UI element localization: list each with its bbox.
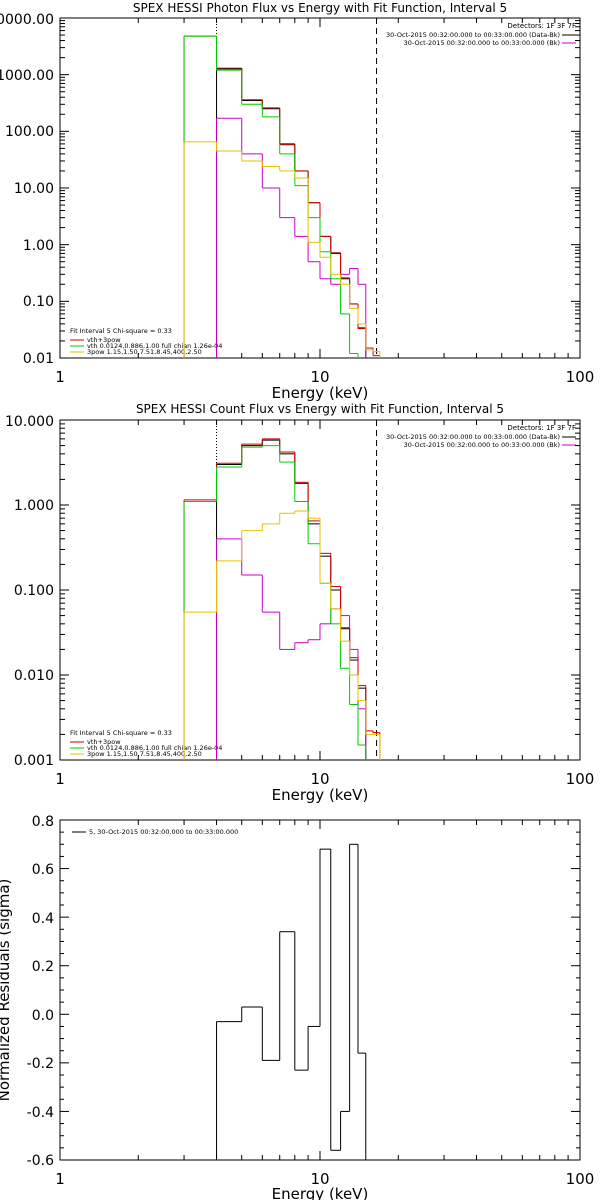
series-5 xyxy=(216,843,367,1160)
residuals-y-tick-0.6: 0.6 xyxy=(32,862,54,878)
count-flux-legend-data-bk: 30-Oct-2015 00:32:00.000 to 00:33:00.000… xyxy=(386,433,560,441)
photon-flux-x-tick-labels: 1 10 100 xyxy=(55,368,594,386)
residuals-y-tick-neg0.6: -0.6 xyxy=(27,1153,54,1169)
photon-flux-top-right-legend: Detectors: 1F 3F 7F 30-Oct-2015 00:32:00… xyxy=(386,22,576,47)
count-flux-fit-header: Fit Interval 5 Chi-square = 0.33 xyxy=(70,729,172,737)
photon-flux-legend-3pow: 3pow 1.15,1.50,7.51,8.45,400,2.50 xyxy=(87,348,202,356)
count-flux-x-axis-label: Energy (keV) xyxy=(272,786,369,804)
count-flux-bottom-left-legend: Fit Interval 5 Chi-square = 0.33 vth+3po… xyxy=(70,729,222,758)
photon-flux-y-tick-0.10: 0.10 xyxy=(23,294,54,310)
photon-flux-y-tick-labels: 0.01 0.10 1.00 10.00 100.00 1000.00 1000… xyxy=(0,12,54,367)
series-data-bk xyxy=(216,67,367,358)
photon-flux-marks xyxy=(59,18,580,359)
residuals-y-axis-label: Normalized Residuals (sigma) xyxy=(0,879,13,1102)
photon-flux-y-tick-10000.00: 10000.00 xyxy=(0,12,54,28)
series-vth xyxy=(183,445,367,760)
count-flux-y-tick-0.100: 0.100 xyxy=(14,583,54,599)
photon-flux-x-tick-1: 1 xyxy=(55,368,65,386)
residuals-x-tick-10: 10 xyxy=(310,1170,329,1188)
photon-flux-x-tick-10: 10 xyxy=(310,368,329,386)
count-flux-y-tick-10.000: 10.000 xyxy=(5,414,54,430)
photon-flux-y-tick-100.00: 100.00 xyxy=(5,124,54,140)
series-vth xyxy=(183,35,359,358)
residuals-x-tick-labels: 1 10 100 xyxy=(55,1170,594,1188)
residuals-y-tick-neg0.4: -0.4 xyxy=(27,1105,54,1121)
series-data-bk xyxy=(216,439,367,760)
residuals-legend-label: 5, 30-Oct-2015 00:32:00.000 to 00:33:00.… xyxy=(89,828,238,836)
photon-flux-x-axis-label: Energy (keV) xyxy=(272,384,369,402)
residuals-marks xyxy=(59,819,580,1161)
series-vth-3pow xyxy=(183,35,381,358)
count-flux-legend-3pow: 3pow 1.15,1.50,7.51,8.45,400,2.50 xyxy=(87,750,202,758)
count-flux-y-tick-0.001: 0.001 xyxy=(14,753,54,769)
count-flux-y-tick-1.000: 1.000 xyxy=(14,498,54,514)
residuals-y-tick-labels: -0.6 -0.4 -0.2 0.0 0.2 0.4 0.6 0.8 xyxy=(27,814,54,1169)
photon-flux-plot-frame xyxy=(59,17,581,359)
count-flux-top-right-legend: Detectors: 1F 3F 7F 30-Oct-2015 00:32:00… xyxy=(386,424,576,449)
count-flux-x-tick-labels: 1 10 100 xyxy=(55,770,594,788)
count-flux-x-tick-10: 10 xyxy=(310,770,329,788)
photon-flux-bottom-left-legend: Fit Interval 5 Chi-square = 0.33 vth+3po… xyxy=(70,327,222,356)
photon-flux-legend-bk: 30-Oct-2015 00:32:00.000 to 00:33:00.000… xyxy=(404,39,560,47)
axis-ticks-1 xyxy=(59,420,580,761)
photon-flux-y-tick-10.00: 10.00 xyxy=(14,181,54,197)
photon-flux-y-tick-1.00: 1.00 xyxy=(23,238,54,254)
count-flux-legend-vth: vth 0.0124,0.886,1.00 full chian 1.26e-0… xyxy=(87,744,222,752)
series-vth-3pow xyxy=(183,438,381,760)
count-flux-y-tick-labels: 0.001 0.010 0.100 1.000 10.000 xyxy=(5,414,54,769)
residuals-y-tick-0.8: 0.8 xyxy=(32,814,54,830)
residuals-panel: 1 10 100 -0.6 -0.4 -0.2 0.0 0.2 0.4 0.6 … xyxy=(0,814,594,1200)
residuals-legend: 5, 30-Oct-2015 00:32:00.000 to 00:33:00.… xyxy=(72,828,238,836)
residuals-y-tick-neg0.2: -0.2 xyxy=(27,1056,54,1072)
series-3pow xyxy=(183,510,381,760)
photon-flux-legend-data-bk: 30-Oct-2015 00:32:00.000 to 00:33:00.000… xyxy=(386,31,560,39)
photon-flux-legend-vth3pow: vth+3pow xyxy=(87,336,121,344)
residuals-x-tick-100: 100 xyxy=(566,1170,595,1188)
residuals-x-tick-1: 1 xyxy=(55,1170,65,1188)
photon-flux-y-tick-1000.00: 1000.00 xyxy=(0,68,54,84)
axis-ticks-2 xyxy=(59,819,580,1161)
count-flux-legend-vth3pow: vth+3pow xyxy=(87,738,121,746)
count-flux-x-tick-1: 1 xyxy=(55,770,65,788)
count-flux-marks xyxy=(59,420,580,761)
count-flux-x-tick-100: 100 xyxy=(566,770,595,788)
count-flux-y-tick-0.010: 0.010 xyxy=(14,668,54,684)
photon-flux-x-tick-100: 100 xyxy=(566,368,595,386)
residuals-y-tick-0.4: 0.4 xyxy=(32,911,54,927)
count-flux-legend-bk: 30-Oct-2015 00:32:00.000 to 00:33:00.000… xyxy=(404,441,560,449)
residuals-y-tick-0.2: 0.2 xyxy=(32,959,54,975)
count-flux-detectors-label: Detectors: 1F 3F 7F xyxy=(507,424,576,432)
photon-flux-detectors-label: Detectors: 1F 3F 7F xyxy=(507,22,576,30)
series-bk xyxy=(216,538,367,760)
photon-flux-y-tick-0.01: 0.01 xyxy=(23,351,54,367)
residuals-x-axis-label: Energy (keV) xyxy=(272,1185,369,1200)
residuals-y-tick-0.0: 0.0 xyxy=(32,1008,54,1024)
photon-flux-panel: SPEX HESSI Photon Flux vs Energy with Fi… xyxy=(0,1,594,402)
photon-flux-fit-header: Fit Interval 5 Chi-square = 0.33 xyxy=(70,327,172,335)
photon-flux-title: SPEX HESSI Photon Flux vs Energy with Fi… xyxy=(133,1,507,15)
count-flux-panel: SPEX HESSI Count Flux vs Energy with Fit… xyxy=(5,402,594,804)
series-3pow xyxy=(183,141,381,358)
count-flux-plot-frame xyxy=(59,419,581,761)
axis-ticks-0 xyxy=(59,18,580,359)
count-flux-title: SPEX HESSI Count Flux vs Energy with Fit… xyxy=(136,402,504,416)
photon-flux-legend-vth: vth 0.0124,0.886,1.00 full chian 1.26e-0… xyxy=(87,342,222,350)
